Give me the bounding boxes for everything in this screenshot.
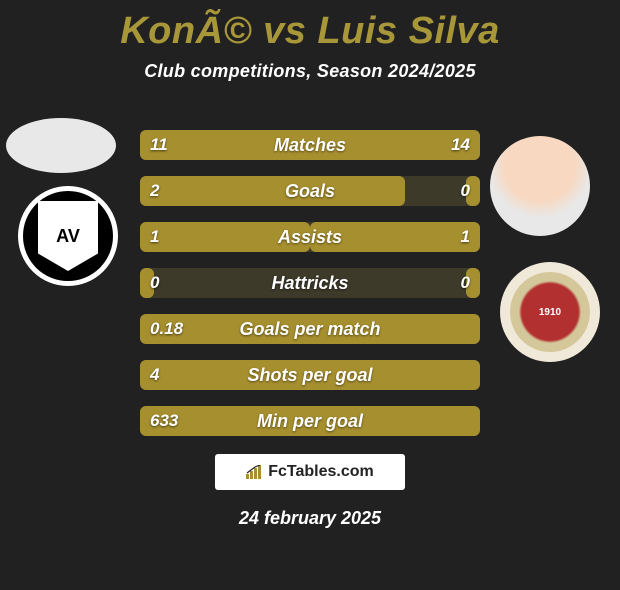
right-club-badge: 1910 [500,262,600,362]
stat-row: Hattricks0 0 [140,268,480,298]
stat-label: Goals [140,181,480,202]
stat-value-left: 633 [150,411,178,431]
stat-value-left: 2 [150,181,159,201]
stat-value-left: 4 [150,365,159,385]
stat-value-left: 1 [150,227,159,247]
stat-row: Goals2 0 [140,176,480,206]
stat-value-right: 0 [461,273,470,293]
stats-container: Matches1114Goals20Assists11Hattricks00Go… [140,130,480,452]
stat-value-left: 0.18 [150,319,183,339]
left-player-avatar [6,118,116,173]
stat-row: Matches11 14 [140,130,480,160]
subtitle: Club competitions, Season 2024/2025 [0,61,620,82]
stat-row: Goals per match0.18 [140,314,480,344]
footer-date: 24 february 2025 [0,508,620,529]
stat-value-right: 14 [451,135,470,155]
stat-value-left: 0 [150,273,159,293]
stat-value-right: 0 [461,181,470,201]
left-club-shield: AV [38,201,98,271]
page-title: KonÃ© vs Luis Silva [0,10,620,53]
stat-row: Assists1 1 [140,222,480,252]
right-player-avatar [490,136,590,236]
stat-row: Min per goal633 [140,406,480,436]
stat-label: Goals per match [140,319,480,340]
stat-label: Min per goal [140,411,480,432]
footer-brand-badge: FcTables.com [215,454,405,490]
footer-brand-text: FcTables.com [268,463,374,481]
right-club-inner: 1910 [510,272,590,352]
stat-label: Shots per goal [140,365,480,386]
stat-value-left: 11 [150,135,168,155]
left-club-badge: AV [18,186,118,286]
stat-label: Assists [140,227,480,248]
chart-icon [246,465,264,479]
stat-row: Shots per goal4 [140,360,480,390]
stat-label: Hattricks [140,273,480,294]
stat-label: Matches [140,135,480,156]
stat-value-right: 1 [461,227,470,247]
